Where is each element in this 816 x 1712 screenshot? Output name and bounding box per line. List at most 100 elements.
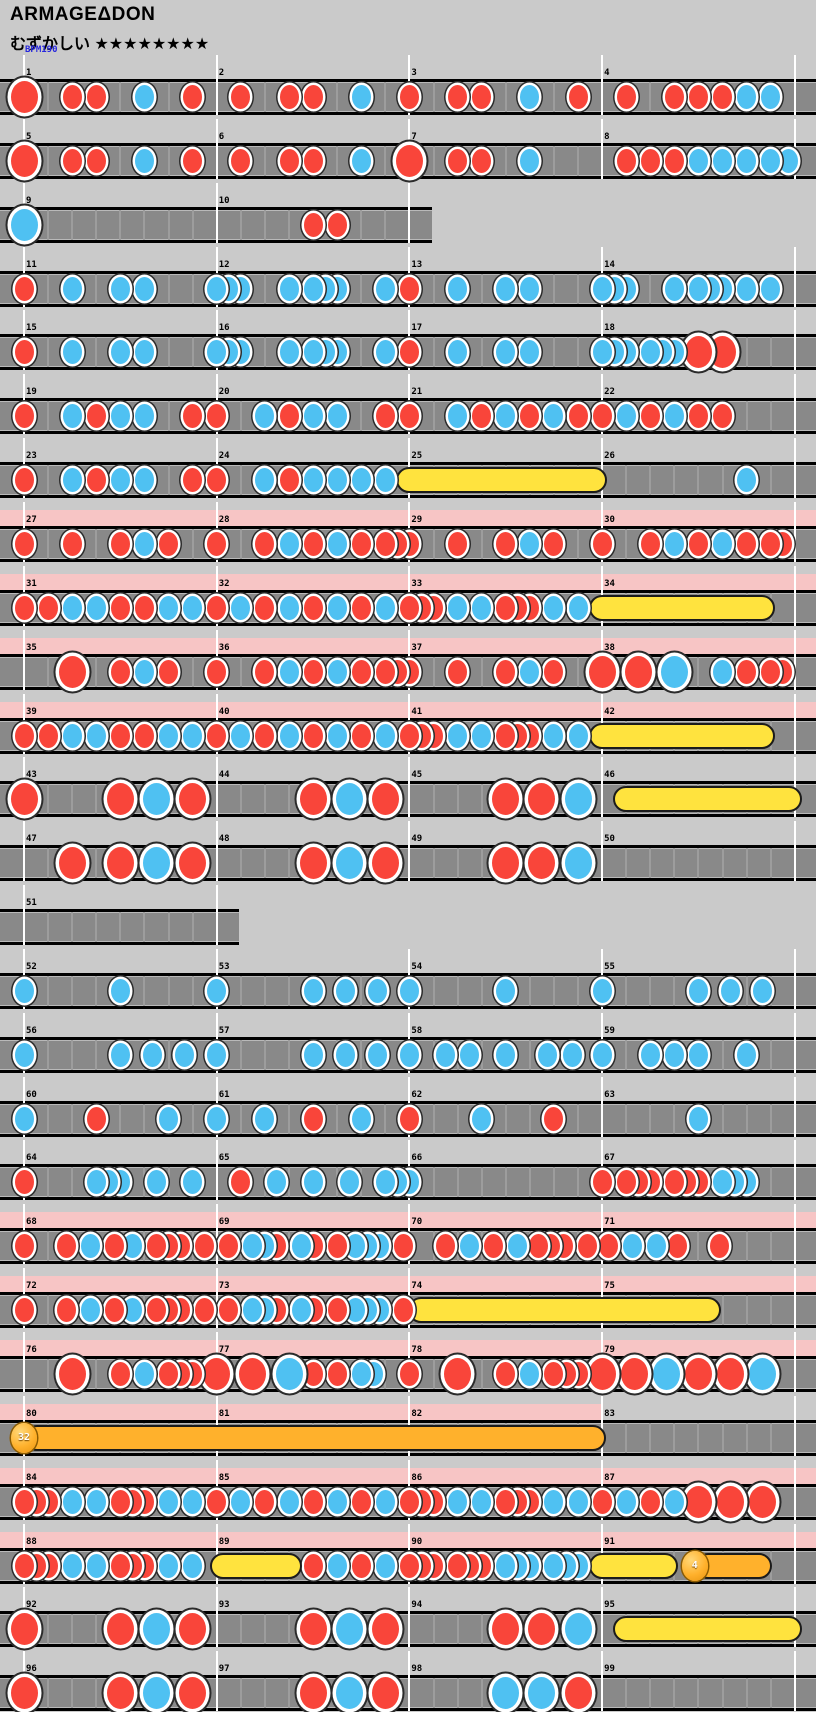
- beat-grid-line: [504, 145, 507, 176]
- don-note: [110, 1362, 130, 1386]
- big-don-note: [58, 847, 86, 880]
- don-note: [255, 723, 275, 748]
- measure-line: [23, 821, 25, 882]
- beat-grid-line: [745, 337, 748, 368]
- don-note: [688, 85, 708, 109]
- don-note: [529, 1234, 549, 1259]
- don-note: [713, 404, 732, 429]
- big-don-note: [106, 1677, 134, 1710]
- ka-note: [688, 1106, 708, 1131]
- don-note: [375, 404, 395, 429]
- beat-grid-line: [456, 1614, 459, 1645]
- ka-note: [291, 1234, 311, 1259]
- ka-note: [721, 978, 741, 1003]
- beat-grid-line: [47, 784, 50, 815]
- ka-note: [779, 148, 799, 173]
- row-end-line: [793, 1459, 796, 1520]
- row-end-line: [793, 1076, 796, 1137]
- beat-grid-line: [528, 975, 531, 1006]
- ka-note: [520, 531, 540, 556]
- ka-note: [327, 659, 347, 684]
- beat-grid-line: [47, 656, 50, 687]
- beat-grid-line: [71, 209, 74, 240]
- measure-number: 86: [411, 1472, 423, 1483]
- beat-grid-line: [384, 1103, 387, 1134]
- beat-grid-line: [47, 401, 50, 432]
- measure-line: [601, 118, 604, 179]
- row-end-line: [793, 1204, 796, 1265]
- don-note: [448, 1553, 468, 1578]
- ka-note: [86, 1170, 106, 1195]
- ka-note: [62, 276, 82, 301]
- beat-grid-line: [649, 975, 652, 1006]
- beat-grid-line: [239, 1678, 242, 1709]
- ka-note: [688, 276, 708, 301]
- don-note: [14, 595, 34, 620]
- don-note: [688, 404, 708, 429]
- ka-note: [688, 1042, 708, 1067]
- beat-grid-line: [239, 1103, 242, 1134]
- beat-grid-line: [552, 337, 555, 368]
- beat-grid-line: [769, 848, 772, 879]
- don-note: [183, 148, 203, 173]
- beat-grid-line: [239, 1231, 242, 1262]
- measure-number: 7: [411, 131, 417, 142]
- measure-number: 50: [604, 834, 615, 845]
- big-don-note: [299, 847, 327, 880]
- measure-number: 14: [604, 259, 615, 270]
- beat-grid-line: [769, 1167, 772, 1198]
- beat-grid-line: [191, 975, 194, 1006]
- beat-grid-line: [769, 337, 772, 368]
- beat-grid-line: [432, 528, 435, 559]
- measure-line: [601, 1395, 604, 1456]
- measure-number: 90: [411, 1536, 423, 1547]
- don-note: [303, 1106, 323, 1131]
- measure-number: 83: [604, 1408, 615, 1419]
- ka-note: [664, 276, 684, 301]
- don-note: [303, 659, 323, 684]
- drumroll-bar: [408, 1297, 721, 1324]
- beat-grid-line: [143, 1231, 146, 1262]
- don-note: [14, 468, 34, 493]
- ka-note: [62, 340, 82, 365]
- beat-grid-line: [384, 209, 387, 240]
- beat-grid-line: [673, 1678, 676, 1709]
- measure-number: 41: [411, 706, 423, 717]
- ka-note: [472, 723, 492, 748]
- big-ka-note: [143, 847, 170, 880]
- beat-grid-line: [649, 273, 652, 304]
- measure-number: 46: [604, 770, 615, 781]
- ka-note: [737, 468, 757, 493]
- beat-grid-line: [191, 656, 194, 687]
- don-note: [195, 1234, 215, 1259]
- beat-grid-line: [769, 1422, 772, 1453]
- don-note: [351, 1489, 371, 1514]
- ka-note: [143, 1042, 162, 1067]
- beat-grid-line: [432, 273, 435, 304]
- beat-grid-line: [143, 1167, 146, 1198]
- don-note: [399, 404, 419, 429]
- measure-number: 12: [218, 259, 230, 270]
- ka-note: [713, 531, 732, 556]
- measure-number: 97: [218, 1664, 230, 1675]
- beat-grid-line: [432, 401, 435, 432]
- beat-grid-line: [143, 1103, 146, 1134]
- don-note: [207, 531, 227, 556]
- beat-grid-line: [95, 1614, 98, 1645]
- beat-grid-line: [239, 975, 242, 1006]
- measure-line: [215, 821, 218, 882]
- ka-note: [375, 1170, 395, 1195]
- ka-note: [80, 1234, 100, 1259]
- big-don-note: [684, 1358, 712, 1390]
- don-note: [484, 1234, 504, 1259]
- don-note: [448, 531, 468, 556]
- don-note: [496, 659, 516, 684]
- beat-grid-line: [336, 1103, 339, 1134]
- beat-grid-line: [432, 1678, 435, 1709]
- beat-grid-line: [697, 848, 700, 879]
- measure-line: [215, 1204, 218, 1265]
- ka-note: [267, 1170, 287, 1195]
- don-note: [496, 595, 516, 620]
- ka-note: [351, 148, 371, 173]
- measure-number: 42: [604, 706, 615, 717]
